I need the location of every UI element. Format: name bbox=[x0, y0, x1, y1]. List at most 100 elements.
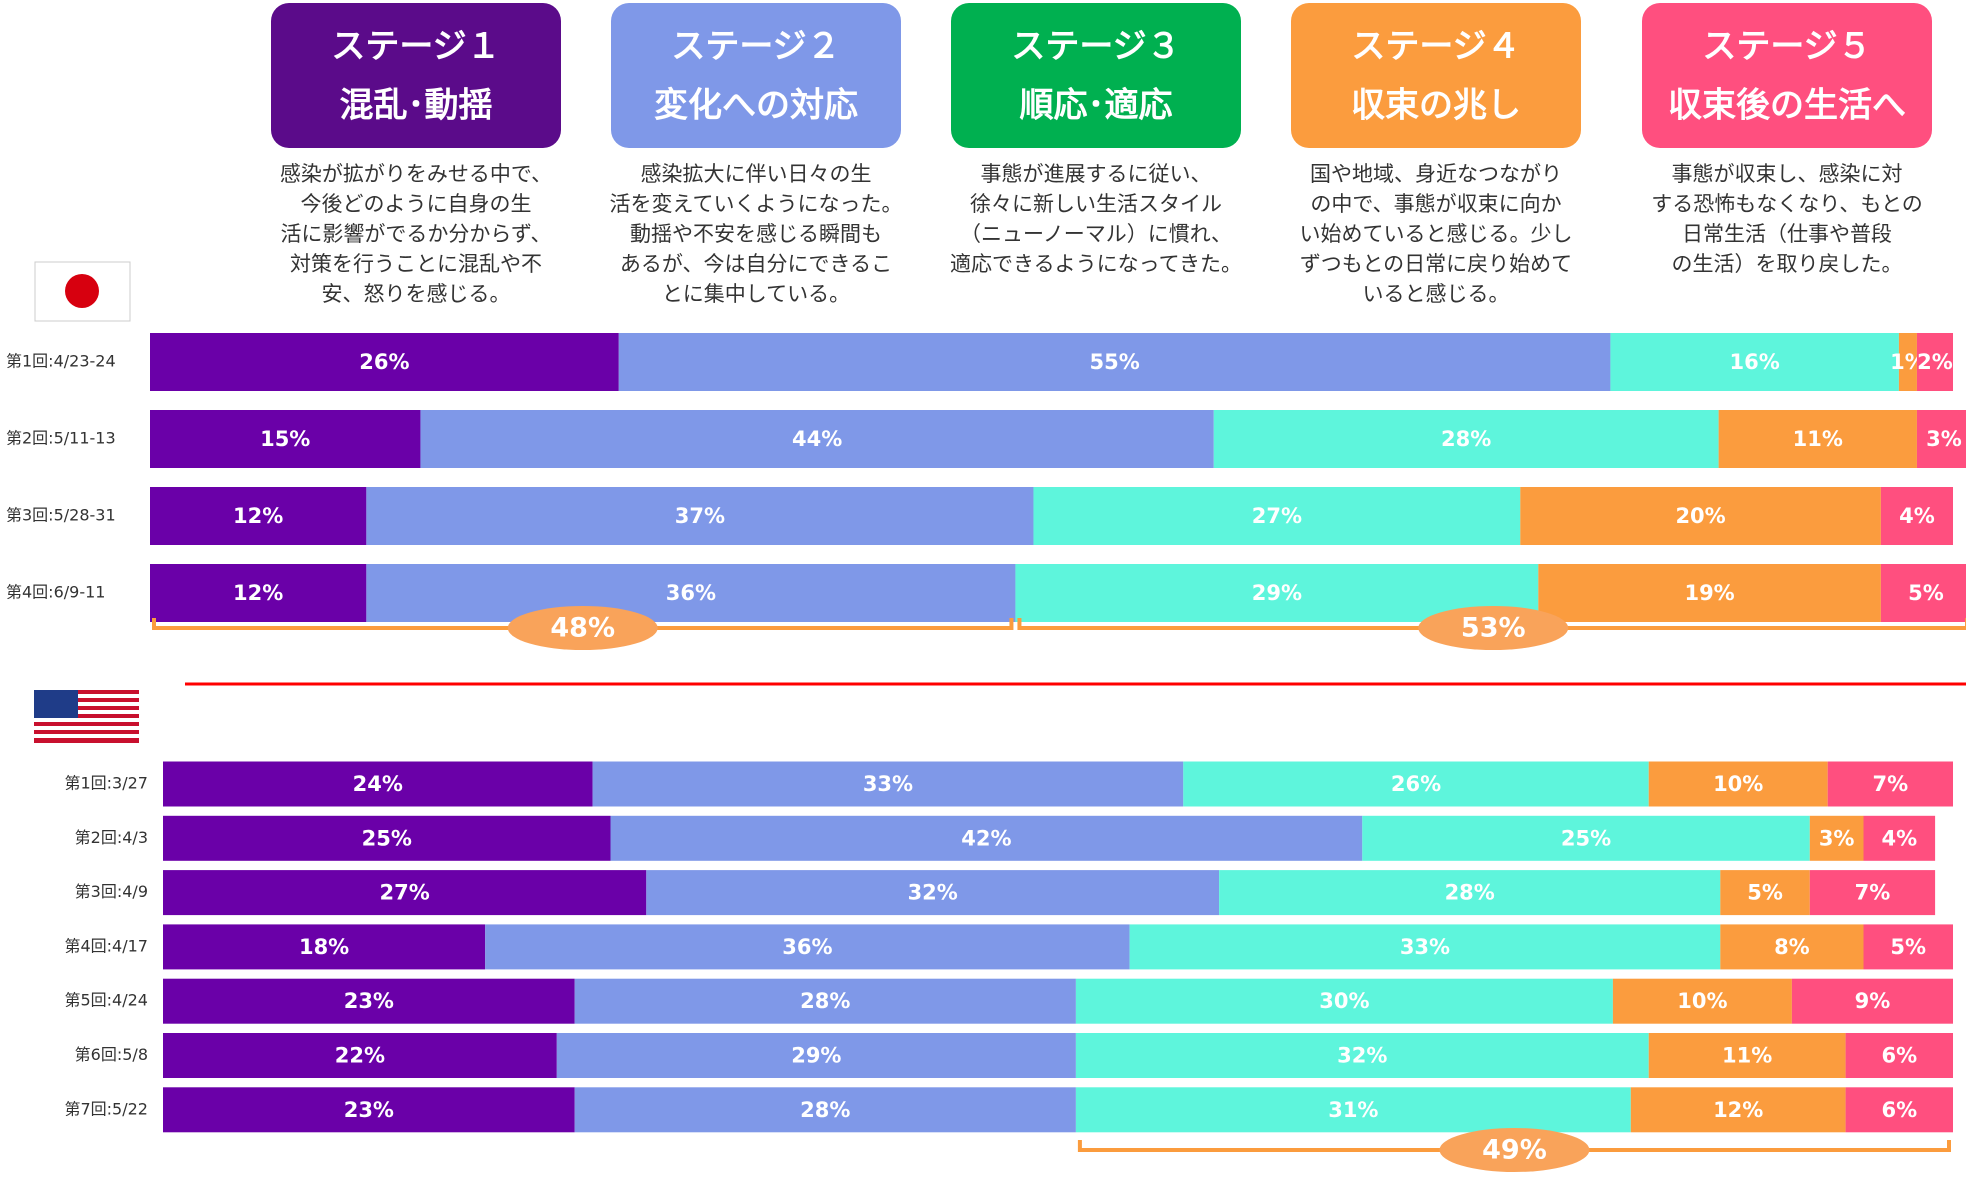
bar-segment bbox=[1827, 761, 1953, 807]
value-label: 12% bbox=[233, 581, 283, 605]
value-label: 4% bbox=[1899, 504, 1935, 528]
annotation-label: 48% bbox=[550, 613, 615, 644]
bar-segment bbox=[1520, 487, 1881, 545]
bar-segment bbox=[1213, 410, 1719, 468]
value-label: 27% bbox=[1252, 504, 1302, 528]
value-label: 26% bbox=[1391, 772, 1441, 796]
bar-segment bbox=[1880, 487, 1953, 545]
stage-box bbox=[1291, 3, 1581, 148]
bar-segment bbox=[1718, 410, 1917, 468]
value-label: 11% bbox=[1793, 427, 1843, 451]
stage-description: 国や地域、身近なつながり bbox=[1310, 162, 1562, 186]
stage-subtitle: 収束の兆し bbox=[1351, 86, 1521, 126]
category-label: 第2回:4/3 bbox=[75, 828, 148, 847]
value-label: 10% bbox=[1713, 772, 1763, 796]
annotation-oval bbox=[1418, 606, 1569, 650]
stage-title: ステージ１ bbox=[331, 27, 500, 67]
stage-description: 徐々に新しい生活スタイル bbox=[970, 192, 1222, 216]
value-label: 23% bbox=[344, 989, 394, 1013]
stage-title: ステージ３ bbox=[1011, 27, 1180, 67]
bar-segment bbox=[556, 1033, 1076, 1078]
stage-description: 動揺や不安を感じる瞬間も bbox=[630, 222, 882, 246]
stage-description: 感染拡大に伴い日々の生 bbox=[641, 162, 872, 186]
value-label: 30% bbox=[1319, 989, 1369, 1013]
stage-description: ずつもとの日常に戻り始めて bbox=[1300, 252, 1572, 276]
value-label: 37% bbox=[675, 504, 725, 528]
value-label: 25% bbox=[362, 826, 412, 850]
bar-segment bbox=[1075, 978, 1613, 1024]
bar-segment bbox=[1845, 1087, 1953, 1133]
bar-segment bbox=[1863, 924, 1953, 970]
value-label: 5% bbox=[1908, 581, 1944, 605]
stage-title: ステージ２ bbox=[671, 27, 840, 67]
value-label: 6% bbox=[1881, 1098, 1917, 1122]
bar-segment bbox=[1809, 870, 1936, 916]
value-label: 22% bbox=[335, 1044, 385, 1068]
bar-segment bbox=[366, 564, 1016, 622]
stage-description: とに集中している。 bbox=[662, 282, 850, 306]
bar-segment bbox=[1612, 978, 1792, 1024]
bar-segment bbox=[592, 761, 1184, 807]
value-label: 28% bbox=[1445, 881, 1495, 905]
stage-description: 事態が進展するに従い、 bbox=[981, 162, 1212, 186]
bar-segment bbox=[420, 410, 1214, 468]
annotation-oval bbox=[507, 606, 658, 650]
stage-subtitle: 変化への対応 bbox=[654, 86, 858, 126]
category-label: 第1回:4/23-24 bbox=[6, 352, 116, 371]
value-label: 42% bbox=[961, 826, 1011, 850]
bar-segment bbox=[574, 1087, 1076, 1133]
stage-description: い始めていると感じる。少し bbox=[1300, 222, 1573, 246]
bar-segment bbox=[1791, 978, 1953, 1024]
value-label: 36% bbox=[666, 581, 716, 605]
category-label: 第3回:5/28-31 bbox=[6, 506, 116, 525]
value-label: 4% bbox=[1881, 826, 1917, 850]
stage-description: あるが、今は自分にできるこ bbox=[620, 252, 892, 276]
bar-segment bbox=[163, 924, 486, 970]
category-label: 第4回:4/17 bbox=[64, 936, 148, 955]
value-label: 29% bbox=[791, 1044, 841, 1068]
value-label: 7% bbox=[1873, 772, 1909, 796]
bar-segment bbox=[1809, 815, 1864, 861]
stage-description: いると感じる。 bbox=[1363, 282, 1510, 306]
value-label: 7% bbox=[1855, 881, 1891, 905]
bar-segment bbox=[1916, 333, 1953, 391]
bar-segment bbox=[1880, 564, 1966, 622]
bar-segment bbox=[1863, 815, 1936, 861]
stage-box bbox=[1642, 3, 1932, 148]
bar-segment bbox=[366, 487, 1034, 545]
bar-segment bbox=[1033, 487, 1521, 545]
category-label: 第2回:5/11-13 bbox=[6, 429, 116, 448]
bar-segment bbox=[1538, 564, 1881, 622]
value-label: 8% bbox=[1774, 935, 1810, 959]
value-label: 18% bbox=[299, 935, 349, 959]
value-label: 36% bbox=[782, 935, 832, 959]
bar-segment bbox=[1630, 1087, 1846, 1133]
value-label: 6% bbox=[1881, 1044, 1917, 1068]
bar-segment bbox=[150, 333, 619, 391]
stage-description: 事態が収束し、感染に対 bbox=[1672, 162, 1903, 186]
stage-subtitle: 混乱･動揺 bbox=[340, 86, 493, 126]
bar-segment bbox=[1075, 1033, 1649, 1078]
stage-description: の中で、事態が収束に向か bbox=[1310, 192, 1561, 216]
annotation-label: 49% bbox=[1482, 1135, 1547, 1166]
category-label: 第4回:6/9-11 bbox=[6, 583, 105, 602]
bar-segment bbox=[1845, 1033, 1953, 1078]
category-label: 第1回:3/27 bbox=[64, 774, 148, 793]
stage-description: の生活）を取り戻した。 bbox=[1672, 252, 1903, 276]
value-label: 26% bbox=[359, 350, 409, 374]
stage-description: 今後どのように自身の生 bbox=[301, 192, 532, 216]
value-label: 28% bbox=[800, 989, 850, 1013]
category-label: 第5回:4/24 bbox=[64, 991, 148, 1010]
bar-segment bbox=[610, 815, 1363, 861]
stage-description: 日常生活（仕事や普段 bbox=[1682, 222, 1892, 246]
bar-segment bbox=[150, 564, 367, 622]
value-label: 11% bbox=[1722, 1044, 1772, 1068]
stage-subtitle: 収束後の生活へ bbox=[1668, 86, 1906, 126]
value-label: 44% bbox=[792, 427, 842, 451]
bar-segment bbox=[618, 333, 1611, 391]
stage-description: 感染が拡がりをみせる中で、 bbox=[280, 162, 552, 186]
value-label: 33% bbox=[1400, 935, 1450, 959]
value-label: 28% bbox=[1441, 427, 1491, 451]
value-label: 27% bbox=[380, 881, 430, 905]
